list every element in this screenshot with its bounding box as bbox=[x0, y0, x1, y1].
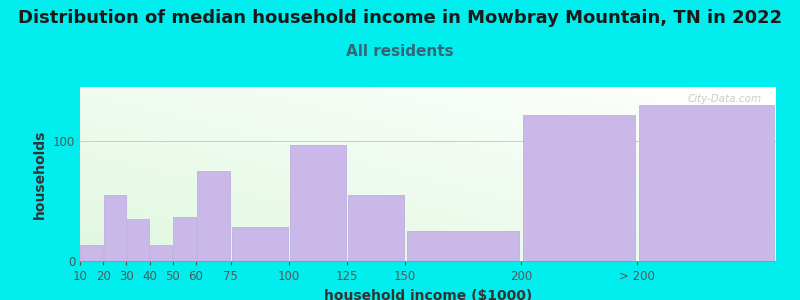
Bar bbox=[126, 219, 150, 261]
Bar bbox=[406, 231, 519, 261]
Bar bbox=[197, 171, 230, 261]
Bar bbox=[522, 115, 635, 261]
Text: City-Data.com: City-Data.com bbox=[688, 94, 762, 104]
Bar bbox=[150, 245, 173, 261]
Bar bbox=[103, 195, 126, 261]
Y-axis label: households: households bbox=[34, 129, 47, 219]
Text: All residents: All residents bbox=[346, 44, 454, 59]
Text: Distribution of median household income in Mowbray Mountain, TN in 2022: Distribution of median household income … bbox=[18, 9, 782, 27]
Bar bbox=[290, 145, 346, 261]
Bar bbox=[80, 245, 103, 261]
X-axis label: household income ($1000): household income ($1000) bbox=[324, 289, 532, 300]
Bar bbox=[232, 227, 288, 261]
Bar bbox=[348, 195, 404, 261]
Bar bbox=[639, 105, 774, 261]
Bar bbox=[173, 217, 196, 261]
